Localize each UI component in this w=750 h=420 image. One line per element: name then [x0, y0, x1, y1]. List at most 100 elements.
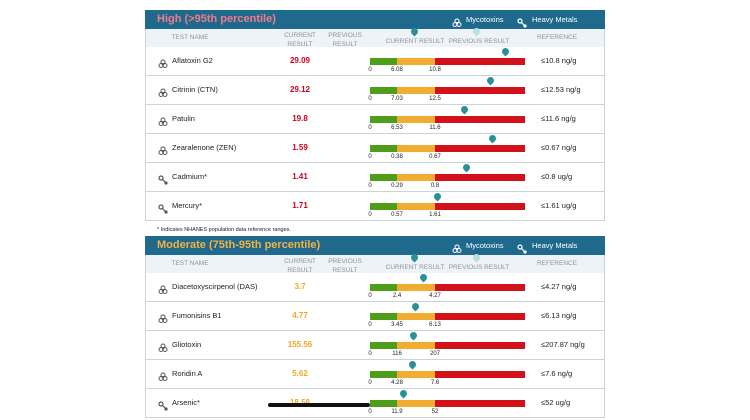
reference: ≤7.6 ng/g — [541, 369, 573, 378]
range-tick: 6.08 — [391, 67, 403, 73]
mycotoxin-icon — [158, 114, 168, 126]
reference: ≤52 ug/g — [541, 398, 571, 407]
range-tick: 7.6 — [430, 380, 440, 386]
bar-yellow — [397, 203, 435, 210]
column-header: TEST NAME — [171, 34, 209, 41]
current-result: 1.71 — [292, 201, 308, 210]
metal-icon — [158, 201, 168, 214]
column-header: PREVIOUS RESULT — [448, 38, 510, 45]
range-tick: 0.8 — [430, 183, 440, 189]
bar-yellow — [397, 87, 435, 94]
column-header: PREVIOUS RESULT — [328, 258, 362, 274]
column-header: CURRENT RESULT — [385, 264, 445, 271]
range-tick: 0.67 — [429, 154, 441, 160]
range-tick: 0.29 — [391, 183, 403, 189]
current-result: 18.58 — [270, 398, 330, 407]
result-row — [145, 389, 605, 418]
range-tick: 0 — [368, 293, 372, 299]
panel-header: High (>95th percentile) — [145, 10, 605, 29]
range-tick: 7.03 — [391, 96, 403, 102]
bar-red — [435, 342, 525, 349]
bar-red — [435, 116, 525, 123]
panel-title: Moderate (75th-95th percentile) — [157, 239, 321, 251]
result-row — [145, 47, 605, 76]
bar-red — [435, 145, 525, 152]
reference: ≤207.87 ng/g — [541, 340, 585, 349]
bar-green — [370, 87, 397, 94]
legend-item: Heavy Metals — [532, 241, 578, 250]
current-result: 3.7 — [294, 282, 306, 291]
test-name: Citrinin (CTN) — [172, 85, 218, 94]
bar-yellow — [397, 174, 435, 181]
range-tick: 10.8 — [429, 67, 441, 73]
reference: ≤1.61 ug/g — [541, 201, 577, 210]
range-tick: 116 — [392, 351, 402, 357]
reference: ≤0.8 ug/g — [541, 172, 573, 181]
bar-yellow — [397, 313, 435, 320]
test-name: Patulin — [172, 114, 195, 123]
range-tick: 0 — [368, 183, 372, 189]
range-tick: 1.61 — [429, 212, 441, 218]
bar-green — [370, 174, 397, 181]
mycotoxin-icon — [452, 241, 462, 253]
column-header-row — [145, 29, 605, 47]
bar-red — [435, 58, 525, 65]
range-tick: 11.9 — [391, 409, 403, 415]
mycotoxin-icon — [158, 340, 168, 352]
range-tick: 12.5 — [429, 96, 441, 102]
bar-yellow — [397, 58, 435, 65]
legend-item: Mycotoxins — [466, 15, 504, 24]
column-header: CURRENT RESULT — [385, 38, 445, 45]
column-header: PREVIOUS RESULT — [448, 264, 510, 271]
test-name: Fumonisins B1 — [172, 311, 222, 320]
bar-red — [435, 371, 525, 378]
bar-red — [435, 284, 525, 291]
metal-icon — [158, 172, 168, 185]
column-header: REFERENCE — [536, 34, 578, 41]
reference: ≤12.53 ng/g — [541, 85, 581, 94]
bar-red — [435, 87, 525, 94]
range-tick: 4.28 — [391, 380, 403, 386]
result-row — [145, 273, 605, 302]
current-result: 29.12 — [289, 85, 311, 94]
bar-green — [370, 371, 397, 378]
legend-item: Heavy Metals — [532, 15, 578, 24]
column-header: REFERENCE — [536, 260, 578, 267]
bar-green — [370, 58, 397, 65]
panel-title: High (>95th percentile) — [157, 13, 276, 25]
range-tick: 4.27 — [429, 293, 441, 299]
mycotoxin-icon — [158, 369, 168, 381]
bar-yellow — [397, 400, 435, 407]
result-row — [145, 360, 605, 389]
result-row — [145, 76, 605, 105]
mycotoxin-icon — [158, 56, 168, 68]
test-name: Gliotoxin — [172, 340, 202, 349]
current-result: 1.41 — [292, 172, 308, 181]
bar-red — [435, 400, 525, 407]
test-name: Mercury* — [172, 201, 203, 210]
current-result: 29.09 — [289, 56, 311, 65]
range-tick: 0 — [368, 125, 372, 131]
range-tick: 0 — [368, 154, 372, 160]
bar-green — [370, 203, 397, 210]
result-row — [145, 105, 605, 134]
range-tick: 0 — [368, 380, 372, 386]
reference: ≤6.13 ng/g — [541, 311, 577, 320]
range-tick: 6.53 — [391, 125, 403, 131]
result-row — [145, 134, 605, 163]
bar-green — [370, 145, 397, 152]
reference: ≤4.27 ng/g — [541, 282, 577, 291]
bar-yellow — [397, 371, 435, 378]
metal-icon — [517, 241, 527, 254]
bar-yellow — [397, 145, 435, 152]
current-result: 4.77 — [292, 311, 308, 320]
bar-green — [370, 313, 397, 320]
result-row — [145, 302, 605, 331]
metal-icon — [158, 398, 168, 411]
reference: ≤11.6 ng/g — [541, 114, 576, 123]
range-tick: 0 — [368, 351, 372, 357]
range-tick: 3.45 — [391, 322, 403, 328]
metal-icon — [517, 15, 527, 28]
home-indicator — [268, 403, 370, 407]
